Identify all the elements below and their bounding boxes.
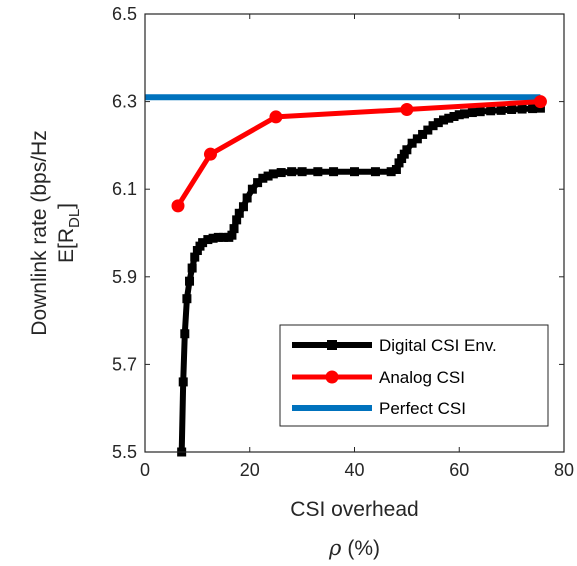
data-point-analog-csi [533, 95, 547, 109]
y-axis-title-line1: Downlink rate (bps/Hz [28, 130, 51, 335]
data-point-digital-csi-env [190, 252, 200, 262]
data-point-digital-csi-env [287, 167, 297, 177]
data-point-digital-csi-env [528, 104, 538, 114]
x-tick-label: 20 [240, 460, 260, 480]
y-axis-title-line2: E[RDL] [55, 203, 83, 263]
y-tick-label: 6.3 [112, 92, 137, 112]
data-point-digital-csi-env [219, 232, 229, 242]
data-point-digital-csi-env [350, 167, 359, 177]
y-tick-label: 5.7 [112, 354, 137, 374]
y-axis-title-suffix: ] [55, 203, 78, 209]
data-point-digital-csi-env [507, 104, 517, 114]
data-point-digital-csi-env [486, 106, 496, 116]
data-point-digital-csi-env [238, 202, 248, 212]
data-point-digital-csi-env [407, 138, 417, 148]
data-point-digital-csi-env [391, 164, 401, 174]
x-axis-title: CSI overhead [290, 498, 418, 521]
y-axis-title: Downlink rate (bps/Hz [28, 130, 51, 335]
data-point-digital-csi-env [444, 113, 454, 123]
data-point-digital-csi-env [178, 377, 188, 387]
data-point-digital-csi-env [276, 168, 286, 178]
legend: Digital CSI Env. Analog CSI Perfect CSI [279, 324, 549, 427]
x-tick-label: 60 [449, 460, 469, 480]
data-point-digital-csi-env [253, 178, 263, 188]
x-tick-label: 80 [554, 460, 574, 480]
data-point-digital-csi-env [232, 215, 242, 225]
data-point-digital-csi-env [263, 171, 273, 181]
data-point-digital-csi-env [517, 104, 527, 114]
data-point-digital-csi-env [329, 167, 339, 177]
data-point-digital-csi-env [313, 167, 323, 177]
data-point-digital-csi-env [187, 263, 197, 273]
y-axis-subtitle: E[RDL] [55, 203, 83, 263]
y-axis-title-subscript: DL [66, 209, 83, 228]
y-axis-title-prefix: E[R [55, 228, 78, 263]
legend-analog-marker [325, 370, 339, 384]
data-point-digital-csi-env [428, 121, 438, 131]
x-axis-unit-text: (%) [347, 537, 380, 560]
x-axis-unit: ρ (%) [328, 536, 380, 560]
data-point-digital-csi-env [475, 107, 485, 117]
data-point-analog-csi [203, 147, 217, 161]
legend-digital-label: Digital CSI Env. [379, 336, 497, 355]
data-point-digital-csi-env [535, 103, 545, 113]
legend-analog-label: Analog CSI [379, 368, 465, 387]
x-axis-symbol: ρ [328, 536, 342, 560]
data-point-digital-csi-env [496, 105, 506, 115]
y-tick-label: 6.1 [112, 179, 137, 199]
data-point-digital-csi-env [439, 115, 449, 125]
data-point-digital-csi-env [268, 169, 278, 179]
data-point-digital-csi-env [185, 276, 195, 286]
data-point-digital-csi-env [423, 125, 433, 135]
data-point-digital-csi-env [449, 111, 459, 121]
data-point-digital-csi-env [402, 145, 412, 155]
data-point-digital-csi-env [386, 167, 396, 177]
tick-layer: 0 20 40 60 80 5.5 5.7 5.9 6.1 6.3 6.5 [112, 4, 574, 480]
x-tick-label: 40 [344, 460, 364, 480]
data-point-digital-csi-env [198, 238, 208, 248]
data-point-digital-csi-env [459, 109, 469, 119]
y-tick-label: 5.5 [112, 442, 137, 462]
data-point-digital-csi-env [258, 173, 268, 183]
data-point-digital-csi-env [454, 110, 464, 120]
data-point-digital-csi-env [433, 118, 443, 128]
x-tick-label: 0 [140, 460, 150, 480]
data-point-digital-csi-env [234, 208, 244, 218]
data-point-digital-csi-env [242, 193, 252, 203]
series-layer [145, 94, 547, 457]
data-point-analog-csi [269, 110, 283, 124]
data-point-analog-csi [400, 102, 414, 116]
data-point-analog-csi [171, 199, 185, 213]
data-point-digital-csi-env [418, 129, 428, 139]
legend-digital-marker [327, 340, 337, 350]
data-point-digital-csi-env [180, 329, 190, 339]
y-tick-label: 5.9 [112, 267, 137, 287]
data-point-digital-csi-env [229, 224, 239, 234]
data-point-digital-csi-env [203, 235, 213, 245]
data-point-digital-csi-env [182, 294, 192, 304]
legend-perfect-label: Perfect CSI [379, 399, 466, 418]
data-point-digital-csi-env [297, 167, 307, 177]
data-point-digital-csi-env [213, 232, 223, 242]
data-point-digital-csi-env [208, 233, 218, 243]
data-point-digital-csi-env [247, 184, 257, 194]
data-point-digital-csi-env [227, 230, 237, 240]
data-point-digital-csi-env [370, 167, 380, 177]
y-tick-label: 6.5 [112, 4, 137, 24]
data-point-digital-csi-env [412, 134, 422, 144]
data-point-digital-csi-env [467, 108, 477, 118]
